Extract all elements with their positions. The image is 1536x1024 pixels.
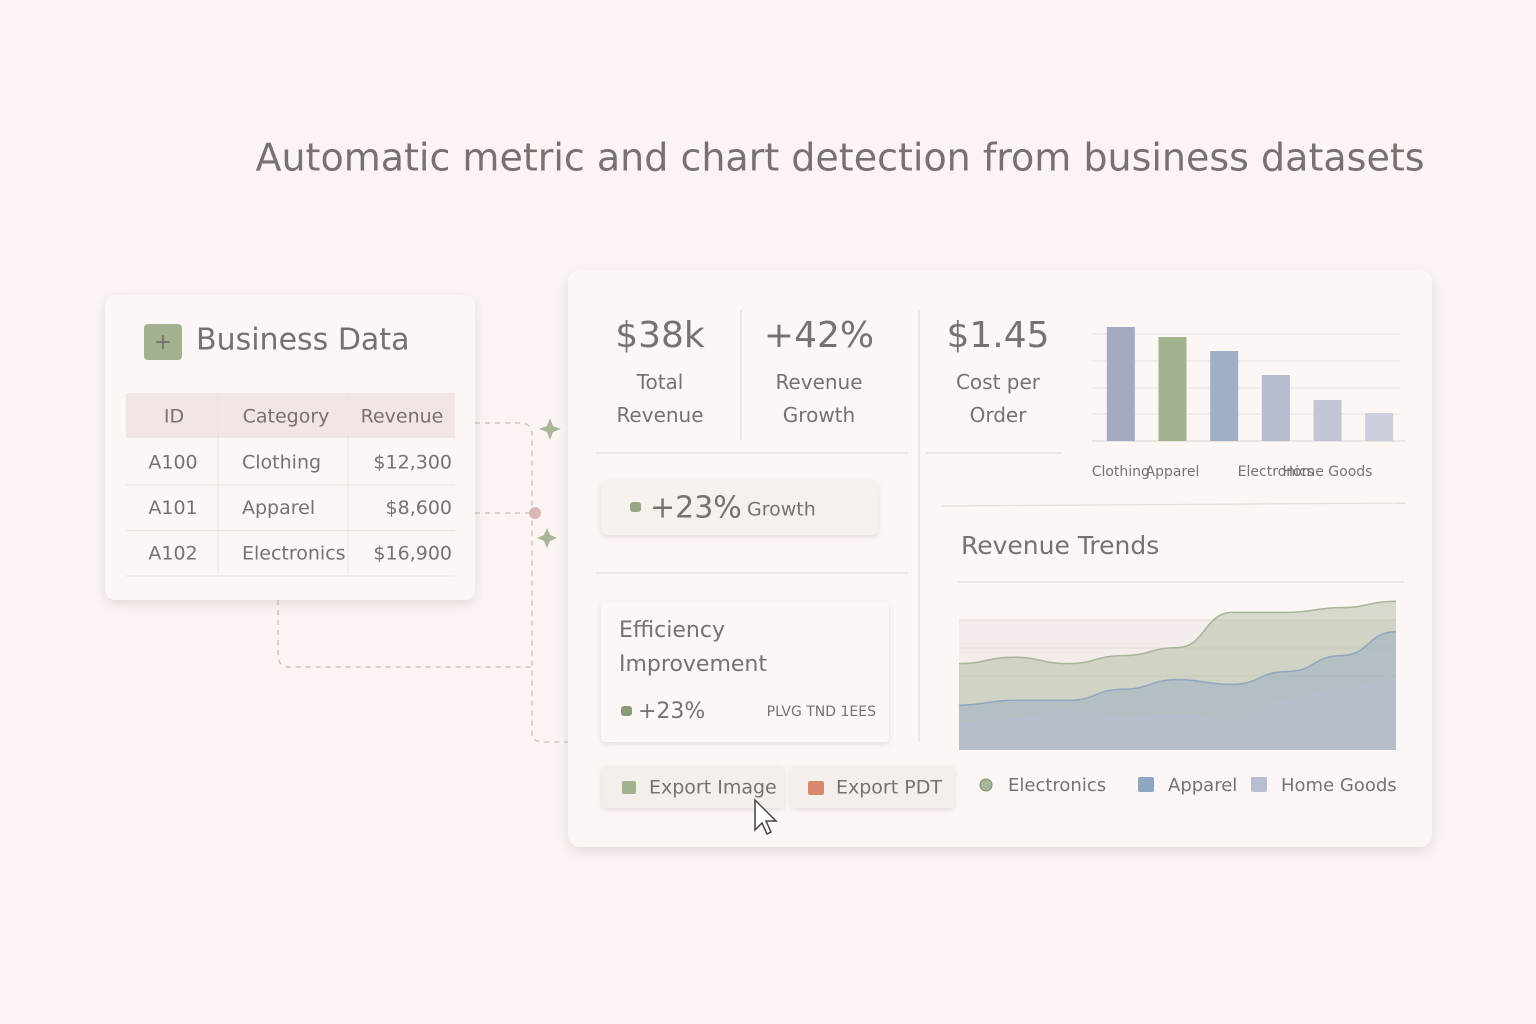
legend-swatch xyxy=(979,778,993,792)
connectors xyxy=(277,422,575,743)
table-cell: $8,600 xyxy=(386,497,452,519)
bar xyxy=(1261,375,1290,441)
table-cell: $12,300 xyxy=(373,452,452,474)
growth-card xyxy=(601,481,878,535)
bar xyxy=(1158,337,1187,441)
efficiency-note: PLVG TND 1EES xyxy=(767,704,876,720)
table-cell: Clothing xyxy=(242,452,321,474)
sparkle xyxy=(537,528,557,548)
metric-value: $1.45 xyxy=(946,315,1049,356)
metric-value: $38k xyxy=(615,315,705,356)
growth-label: Growth xyxy=(747,499,816,521)
file-icon xyxy=(144,324,182,360)
plot-background xyxy=(959,620,1396,750)
table-cell: $16,900 xyxy=(373,543,452,565)
sparkle xyxy=(539,418,561,440)
area-line xyxy=(958,678,1397,726)
table-cell: A102 xyxy=(148,543,197,565)
button-icon xyxy=(622,781,636,794)
table-cell: Electronics xyxy=(242,543,346,565)
table-cell: Apparel xyxy=(242,497,315,519)
area-title: Revenue Trends xyxy=(961,531,1159,560)
table: ID Category Revenue A100 Clothing $12,300 A101… xyxy=(126,393,455,577)
table-header xyxy=(126,393,455,438)
data-card xyxy=(105,295,475,600)
table-cell: A100 xyxy=(148,452,197,474)
bar-grid xyxy=(1092,333,1405,442)
connector-node xyxy=(529,507,541,519)
button-label[interactable]: Export Image xyxy=(649,777,777,799)
table-cell: A101 xyxy=(148,497,197,519)
icon-glyph: + xyxy=(154,330,172,355)
x-tick-label: Electronics xyxy=(1238,464,1314,480)
x-tick-label: Home Goods xyxy=(1283,464,1373,480)
legend-label: Home Goods xyxy=(1281,775,1397,796)
x-tick-label: Clothing xyxy=(1092,464,1150,480)
metric-label: Revenue Growth xyxy=(775,370,862,427)
column-header: Revenue xyxy=(361,406,444,428)
efficiency-title: Efficiency Improvement xyxy=(619,618,767,677)
area-line xyxy=(958,600,1397,665)
bar xyxy=(1210,351,1239,441)
button-label[interactable]: Export PDT xyxy=(836,777,942,799)
button-icon xyxy=(808,781,824,795)
card-title: Business Data xyxy=(196,323,409,358)
area xyxy=(959,601,1396,750)
growth-dot xyxy=(630,502,641,512)
legend-swatch xyxy=(1251,777,1267,792)
bar xyxy=(1313,400,1342,441)
column-header: Category xyxy=(243,406,330,428)
area xyxy=(959,631,1396,750)
metric-label: Cost per Order xyxy=(956,370,1041,427)
growth-value: +23% xyxy=(650,491,742,526)
cursor xyxy=(754,798,778,836)
export-pdf-button[interactable] xyxy=(791,766,954,808)
metric-label: Total Revenue xyxy=(616,370,703,427)
export-image-button[interactable] xyxy=(602,766,784,808)
dividers xyxy=(596,310,1406,742)
area-line xyxy=(958,630,1397,706)
efficiency-card xyxy=(601,602,889,742)
column-header: ID xyxy=(164,406,184,428)
metric-value: +42% xyxy=(764,315,874,356)
metrics: $38k Total Revenue +42% Revenue Growth $1.45 Co… xyxy=(615,315,1049,427)
page-title: Automatic metric and chart detection fro… xyxy=(255,136,1424,180)
bar xyxy=(1365,413,1394,441)
legend-label: Apparel xyxy=(1168,775,1237,796)
legend-swatch xyxy=(1138,777,1154,792)
efficiency-dot xyxy=(621,706,632,716)
efficiency-value: +23% xyxy=(638,699,705,724)
x-tick-label: Apparel xyxy=(1146,464,1200,480)
bar xyxy=(1106,327,1135,441)
legend-label: Electronics xyxy=(1008,775,1106,796)
